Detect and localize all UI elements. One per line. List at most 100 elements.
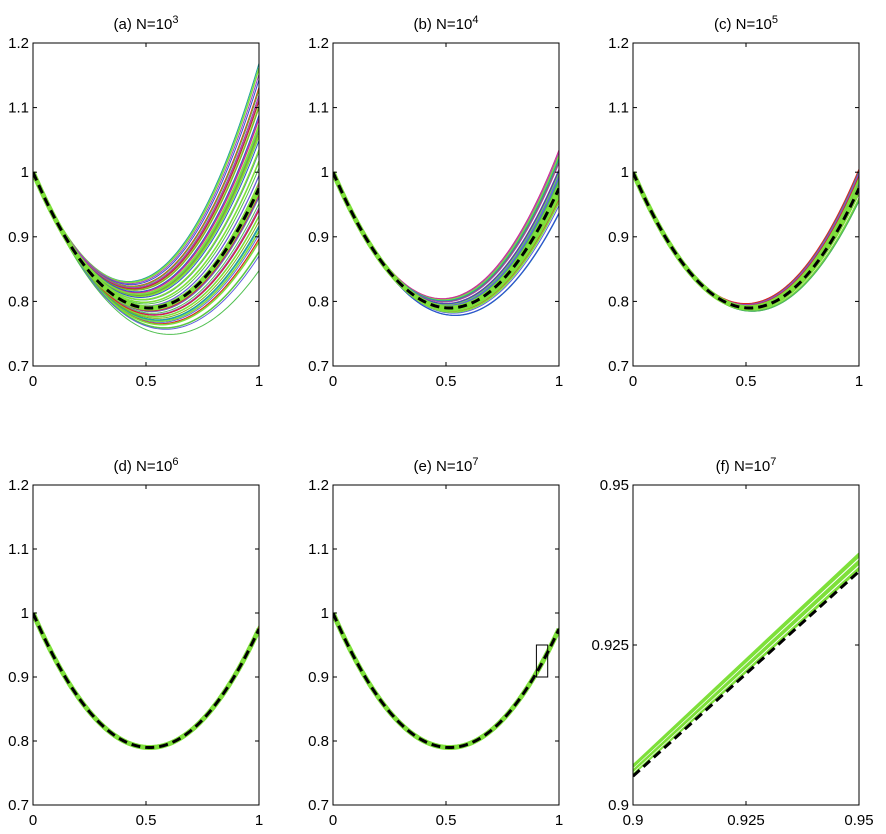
y-tick-label: 1.2 [8, 35, 29, 52]
reference-curve [333, 171, 559, 310]
y-tick-label: 1.1 [8, 100, 29, 117]
sample-curve [333, 162, 559, 303]
x-tick-label: 0.5 [436, 373, 457, 390]
reference-curve [33, 612, 259, 750]
y-tick-label: 1.1 [308, 100, 329, 117]
panel-title: (f) N=107 [716, 456, 777, 475]
axes-frame [632, 42, 860, 367]
subplot-f: 0.9 0.925 0.95 0.9 0.925 0.95 (f) N=107 [591, 456, 873, 829]
y-tick-label: 0.925 [591, 637, 629, 654]
x-tick-label: 0 [329, 373, 337, 390]
sample-curve [333, 162, 559, 303]
sample-curve [633, 552, 859, 767]
y-tick-label: 0.9 [608, 229, 629, 246]
axes-frame [632, 484, 860, 806]
x-tick-label: 0 [29, 373, 37, 390]
sample-curve [33, 95, 259, 289]
y-tick-label: 1.1 [8, 541, 29, 558]
panel-title-exponent: 5 [772, 14, 778, 26]
subplot-b: 0 0.5 1 0.7 0.8 0.9 1 1.1 1.2 (b) N=104 [308, 14, 563, 390]
panel-title-exponent: 7 [770, 456, 776, 468]
panel-title-base: (c) N=10 [714, 16, 772, 33]
y-tick-label: 0.8 [308, 733, 329, 750]
x-tick-label: 1 [555, 373, 563, 390]
reference-curve [333, 612, 559, 750]
y-tick-label: 1.1 [608, 100, 629, 117]
sample-curve [333, 158, 559, 302]
y-tick-label: 1.2 [8, 477, 29, 494]
y-tick-label: 1.2 [308, 477, 329, 494]
x-tick-label: 0 [29, 812, 37, 829]
y-tick-label: 1 [621, 164, 629, 181]
reference-curve [33, 171, 259, 310]
y-tick-label: 0.7 [308, 797, 329, 814]
y-tick-label: 0.8 [308, 293, 329, 310]
y-tick-label: 1 [21, 605, 29, 622]
y-tick-label: 0.9 [8, 669, 29, 686]
subplot-e: 0 0.5 1 0.7 0.8 0.9 1 1.1 1.2 (e) N=107 [308, 456, 563, 829]
y-tick-label: 0.7 [608, 358, 629, 375]
x-tick-label: 0.5 [136, 373, 157, 390]
x-tick-label: 0.95 [844, 812, 873, 829]
x-tick-label: 0.5 [736, 373, 757, 390]
y-tick-label: 0.9 [308, 229, 329, 246]
y-tick-label: 1 [21, 164, 29, 181]
x-tick-label: 0.925 [727, 812, 765, 829]
panel-title-base: (a) N=10 [114, 16, 173, 33]
y-tick-label: 0.7 [8, 358, 29, 375]
panel-title: (c) N=105 [714, 14, 778, 33]
y-tick-label: 0.7 [308, 358, 329, 375]
y-tick-label: 0.9 [608, 797, 629, 814]
panel-title-base: (e) N=10 [414, 458, 473, 475]
y-tick-label: 0.8 [8, 293, 29, 310]
panel-title-exponent: 3 [172, 14, 178, 26]
panel-title: (b) N=104 [414, 14, 479, 33]
curves-c [633, 168, 859, 312]
x-tick-label: 1 [255, 812, 263, 829]
panel-title: (a) N=103 [114, 14, 179, 33]
axes-frame [332, 484, 560, 806]
x-tick-label: 1 [255, 373, 263, 390]
x-tick-label: 0.9 [623, 812, 644, 829]
x-tick-label: 0 [629, 373, 637, 390]
subplot-a: 0 0.5 1 0.7 0.8 0.9 1 1.1 1.2 (a) N=103 [8, 14, 263, 390]
axes-frame [32, 484, 260, 806]
zoom-box [535, 644, 549, 678]
sample-curve [333, 152, 559, 300]
y-tick-label: 1.2 [608, 35, 629, 52]
reference-curve [633, 171, 859, 310]
y-tick-label: 1 [321, 605, 329, 622]
y-tick-label: 1 [321, 164, 329, 181]
sample-curve [333, 155, 559, 301]
panel-title-exponent: 6 [172, 456, 178, 468]
y-tick-label: 0.9 [308, 669, 329, 686]
panel-title: (e) N=107 [414, 456, 479, 475]
y-tick-label: 0.8 [8, 733, 29, 750]
x-tick-label: 0 [329, 812, 337, 829]
subplot-c: 0 0.5 1 0.7 0.8 0.9 1 1.1 1.2 (c) N=105 [608, 14, 863, 390]
curves-d [33, 611, 259, 751]
y-tick-label: 0.95 [600, 477, 629, 494]
panel-title-base: (f) N=10 [716, 458, 771, 475]
reference-curve [633, 570, 859, 778]
y-tick-label: 0.8 [608, 293, 629, 310]
panel-title-exponent: 4 [472, 14, 478, 26]
x-tick-label: 1 [855, 373, 863, 390]
subplot-d: 0 0.5 1 0.7 0.8 0.9 1 1.1 1.2 (d) N=106 [8, 456, 263, 829]
axes-frame [332, 42, 560, 367]
panel-title-exponent: 7 [472, 456, 478, 468]
y-tick-label: 0.9 [8, 229, 29, 246]
y-tick-label: 1.1 [308, 541, 329, 558]
panel-title-base: (d) N=10 [114, 458, 173, 475]
curves-b [333, 149, 559, 317]
curves-a [33, 63, 259, 335]
y-tick-label: 0.7 [8, 797, 29, 814]
x-tick-label: 0.5 [436, 812, 457, 829]
curves-f [633, 552, 859, 778]
x-tick-label: 1 [555, 812, 563, 829]
panel-title: (d) N=106 [114, 456, 179, 475]
panel-title-base: (b) N=10 [414, 16, 473, 33]
y-tick-label: 1.2 [308, 35, 329, 52]
sample-curve [333, 149, 559, 300]
